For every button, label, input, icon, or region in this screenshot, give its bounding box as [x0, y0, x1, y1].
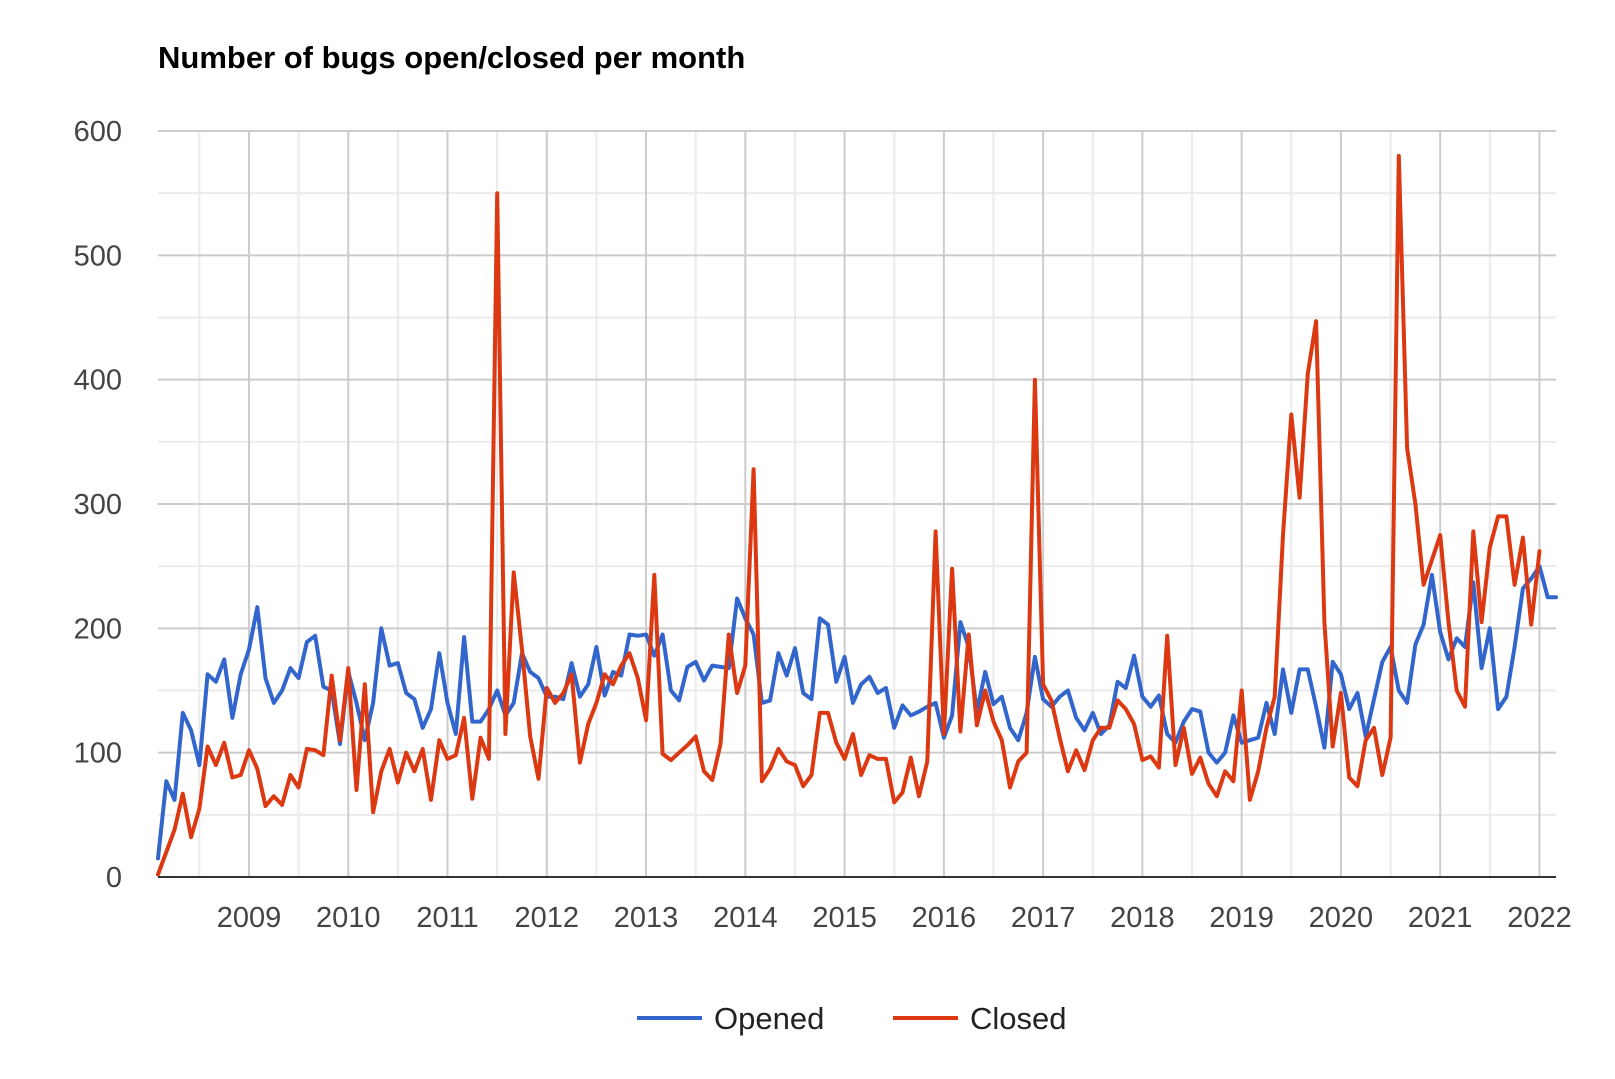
x-tick-label: 2014	[713, 902, 778, 934]
x-tick-label: 2011	[416, 902, 478, 934]
x-tick-label: 2020	[1309, 902, 1374, 934]
x-tick-label: 2015	[812, 902, 877, 934]
series-lines	[156, 153, 1558, 877]
legend: Opened Closed	[637, 1001, 1067, 1036]
chart-title: Number of bugs open/closed per month	[158, 40, 746, 75]
y-tick-label: 500	[74, 240, 122, 272]
x-tick-label: 2010	[316, 902, 381, 934]
x-tick-label: 2022	[1507, 902, 1572, 934]
y-tick-label: 400	[74, 365, 122, 397]
series-line-opened	[156, 564, 1558, 861]
x-tick-label: 2021	[1408, 902, 1473, 934]
x-tick-label: 2012	[515, 902, 580, 934]
y-tick-label: 300	[74, 489, 122, 521]
x-tick-label: 2018	[1110, 902, 1175, 934]
y-tick-label: 0	[106, 862, 122, 894]
legend-label-closed: Closed	[970, 1001, 1067, 1036]
legend-label-opened: Opened	[714, 1001, 824, 1036]
y-tick-label: 600	[74, 116, 122, 148]
x-tick-label: 2013	[614, 902, 679, 934]
y-tick-label: 200	[74, 613, 122, 645]
series-line-closed	[156, 153, 1542, 877]
x-tick-label: 2009	[217, 902, 282, 934]
x-tick-label: 2017	[1011, 902, 1076, 934]
axes: 0 100 200 300 400 500 600 2009 2010 2011 2012 2013 2…	[74, 116, 1572, 934]
y-tick-label: 100	[74, 738, 122, 770]
x-tick-label: 2019	[1209, 902, 1274, 934]
x-tick-label: 2016	[912, 902, 977, 934]
